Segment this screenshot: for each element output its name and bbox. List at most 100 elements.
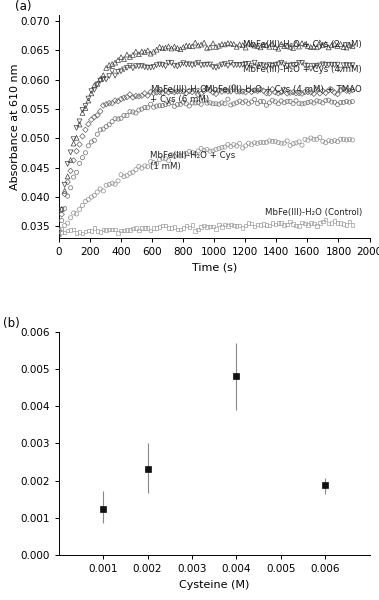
- Text: MbFe(III)-H₂O + Cys
(1 mM): MbFe(III)-H₂O + Cys (1 mM): [150, 151, 236, 170]
- Point: [168, 223, 174, 233]
- Point: [186, 101, 192, 111]
- Point: [142, 103, 148, 112]
- Point: [332, 97, 338, 107]
- Point: [157, 155, 163, 164]
- Point: [77, 205, 83, 214]
- Point: [180, 86, 186, 96]
- Point: [148, 87, 154, 97]
- Point: [192, 86, 198, 95]
- Point: [346, 217, 352, 226]
- Point: [231, 82, 237, 92]
- Point: [266, 220, 273, 230]
- Point: [195, 224, 201, 234]
- Point: [284, 41, 290, 50]
- Point: [311, 89, 317, 98]
- Point: [85, 141, 91, 151]
- Point: [100, 74, 106, 84]
- Point: [192, 38, 198, 47]
- Point: [74, 133, 80, 143]
- Point: [174, 86, 180, 96]
- Point: [139, 91, 145, 101]
- Point: [204, 60, 210, 70]
- Point: [70, 139, 77, 148]
- Point: [198, 40, 204, 49]
- Point: [305, 41, 311, 51]
- Point: [308, 218, 314, 227]
- Point: [320, 98, 326, 108]
- Point: [177, 100, 183, 109]
- Point: [338, 65, 344, 74]
- Point: [163, 86, 169, 95]
- Y-axis label: $k_{obs}\ \mathregular{(s^{-1})}$: $k_{obs}\ \mathregular{(s^{-1})}$: [0, 418, 3, 469]
- Point: [124, 111, 130, 121]
- Point: [115, 55, 121, 65]
- Point: [249, 87, 255, 97]
- Point: [183, 221, 190, 230]
- Point: [163, 43, 169, 52]
- Point: [260, 138, 266, 148]
- Point: [160, 101, 166, 110]
- Point: [198, 222, 204, 232]
- Point: [278, 218, 284, 228]
- Point: [278, 58, 284, 68]
- Point: [174, 100, 180, 109]
- Point: [290, 88, 296, 97]
- Point: [275, 218, 281, 227]
- Point: [186, 41, 192, 50]
- Point: [254, 220, 260, 229]
- Point: [269, 39, 276, 49]
- Point: [183, 88, 190, 98]
- Point: [260, 61, 266, 70]
- Point: [314, 221, 320, 231]
- Point: [77, 120, 83, 130]
- Point: [338, 98, 344, 107]
- Point: [314, 96, 320, 106]
- Point: [150, 62, 157, 72]
- Point: [317, 218, 323, 227]
- Point: [145, 63, 151, 73]
- Point: [177, 44, 183, 54]
- Point: [243, 59, 249, 68]
- Point: [77, 140, 83, 149]
- Point: [94, 79, 100, 88]
- Point: [97, 107, 103, 116]
- Point: [323, 215, 329, 224]
- Point: [62, 227, 68, 237]
- Point: [287, 217, 293, 226]
- Point: [243, 96, 249, 106]
- Point: [320, 40, 326, 50]
- Point: [311, 134, 317, 144]
- Point: [168, 150, 174, 160]
- Point: [67, 148, 74, 157]
- Point: [177, 225, 183, 235]
- Point: [311, 219, 317, 229]
- Point: [97, 227, 103, 237]
- Point: [136, 226, 142, 235]
- Point: [163, 100, 169, 109]
- Point: [133, 47, 139, 56]
- Point: [157, 42, 163, 52]
- Point: [236, 97, 243, 106]
- Point: [136, 61, 142, 71]
- Point: [139, 223, 145, 233]
- Point: [100, 101, 106, 110]
- Point: [346, 86, 352, 96]
- Point: [62, 189, 68, 199]
- Point: [56, 226, 62, 236]
- Point: [133, 61, 139, 71]
- Point: [246, 39, 252, 49]
- Point: [305, 61, 311, 71]
- Point: [340, 84, 346, 94]
- Point: [100, 70, 106, 80]
- Point: [252, 86, 258, 95]
- Point: [284, 220, 290, 229]
- Point: [160, 60, 166, 70]
- Point: [195, 146, 201, 156]
- Point: [338, 86, 344, 95]
- Point: [346, 97, 352, 107]
- Point: [153, 45, 160, 55]
- Point: [166, 156, 172, 166]
- Point: [145, 162, 151, 172]
- Point: [118, 52, 124, 62]
- Point: [326, 86, 332, 95]
